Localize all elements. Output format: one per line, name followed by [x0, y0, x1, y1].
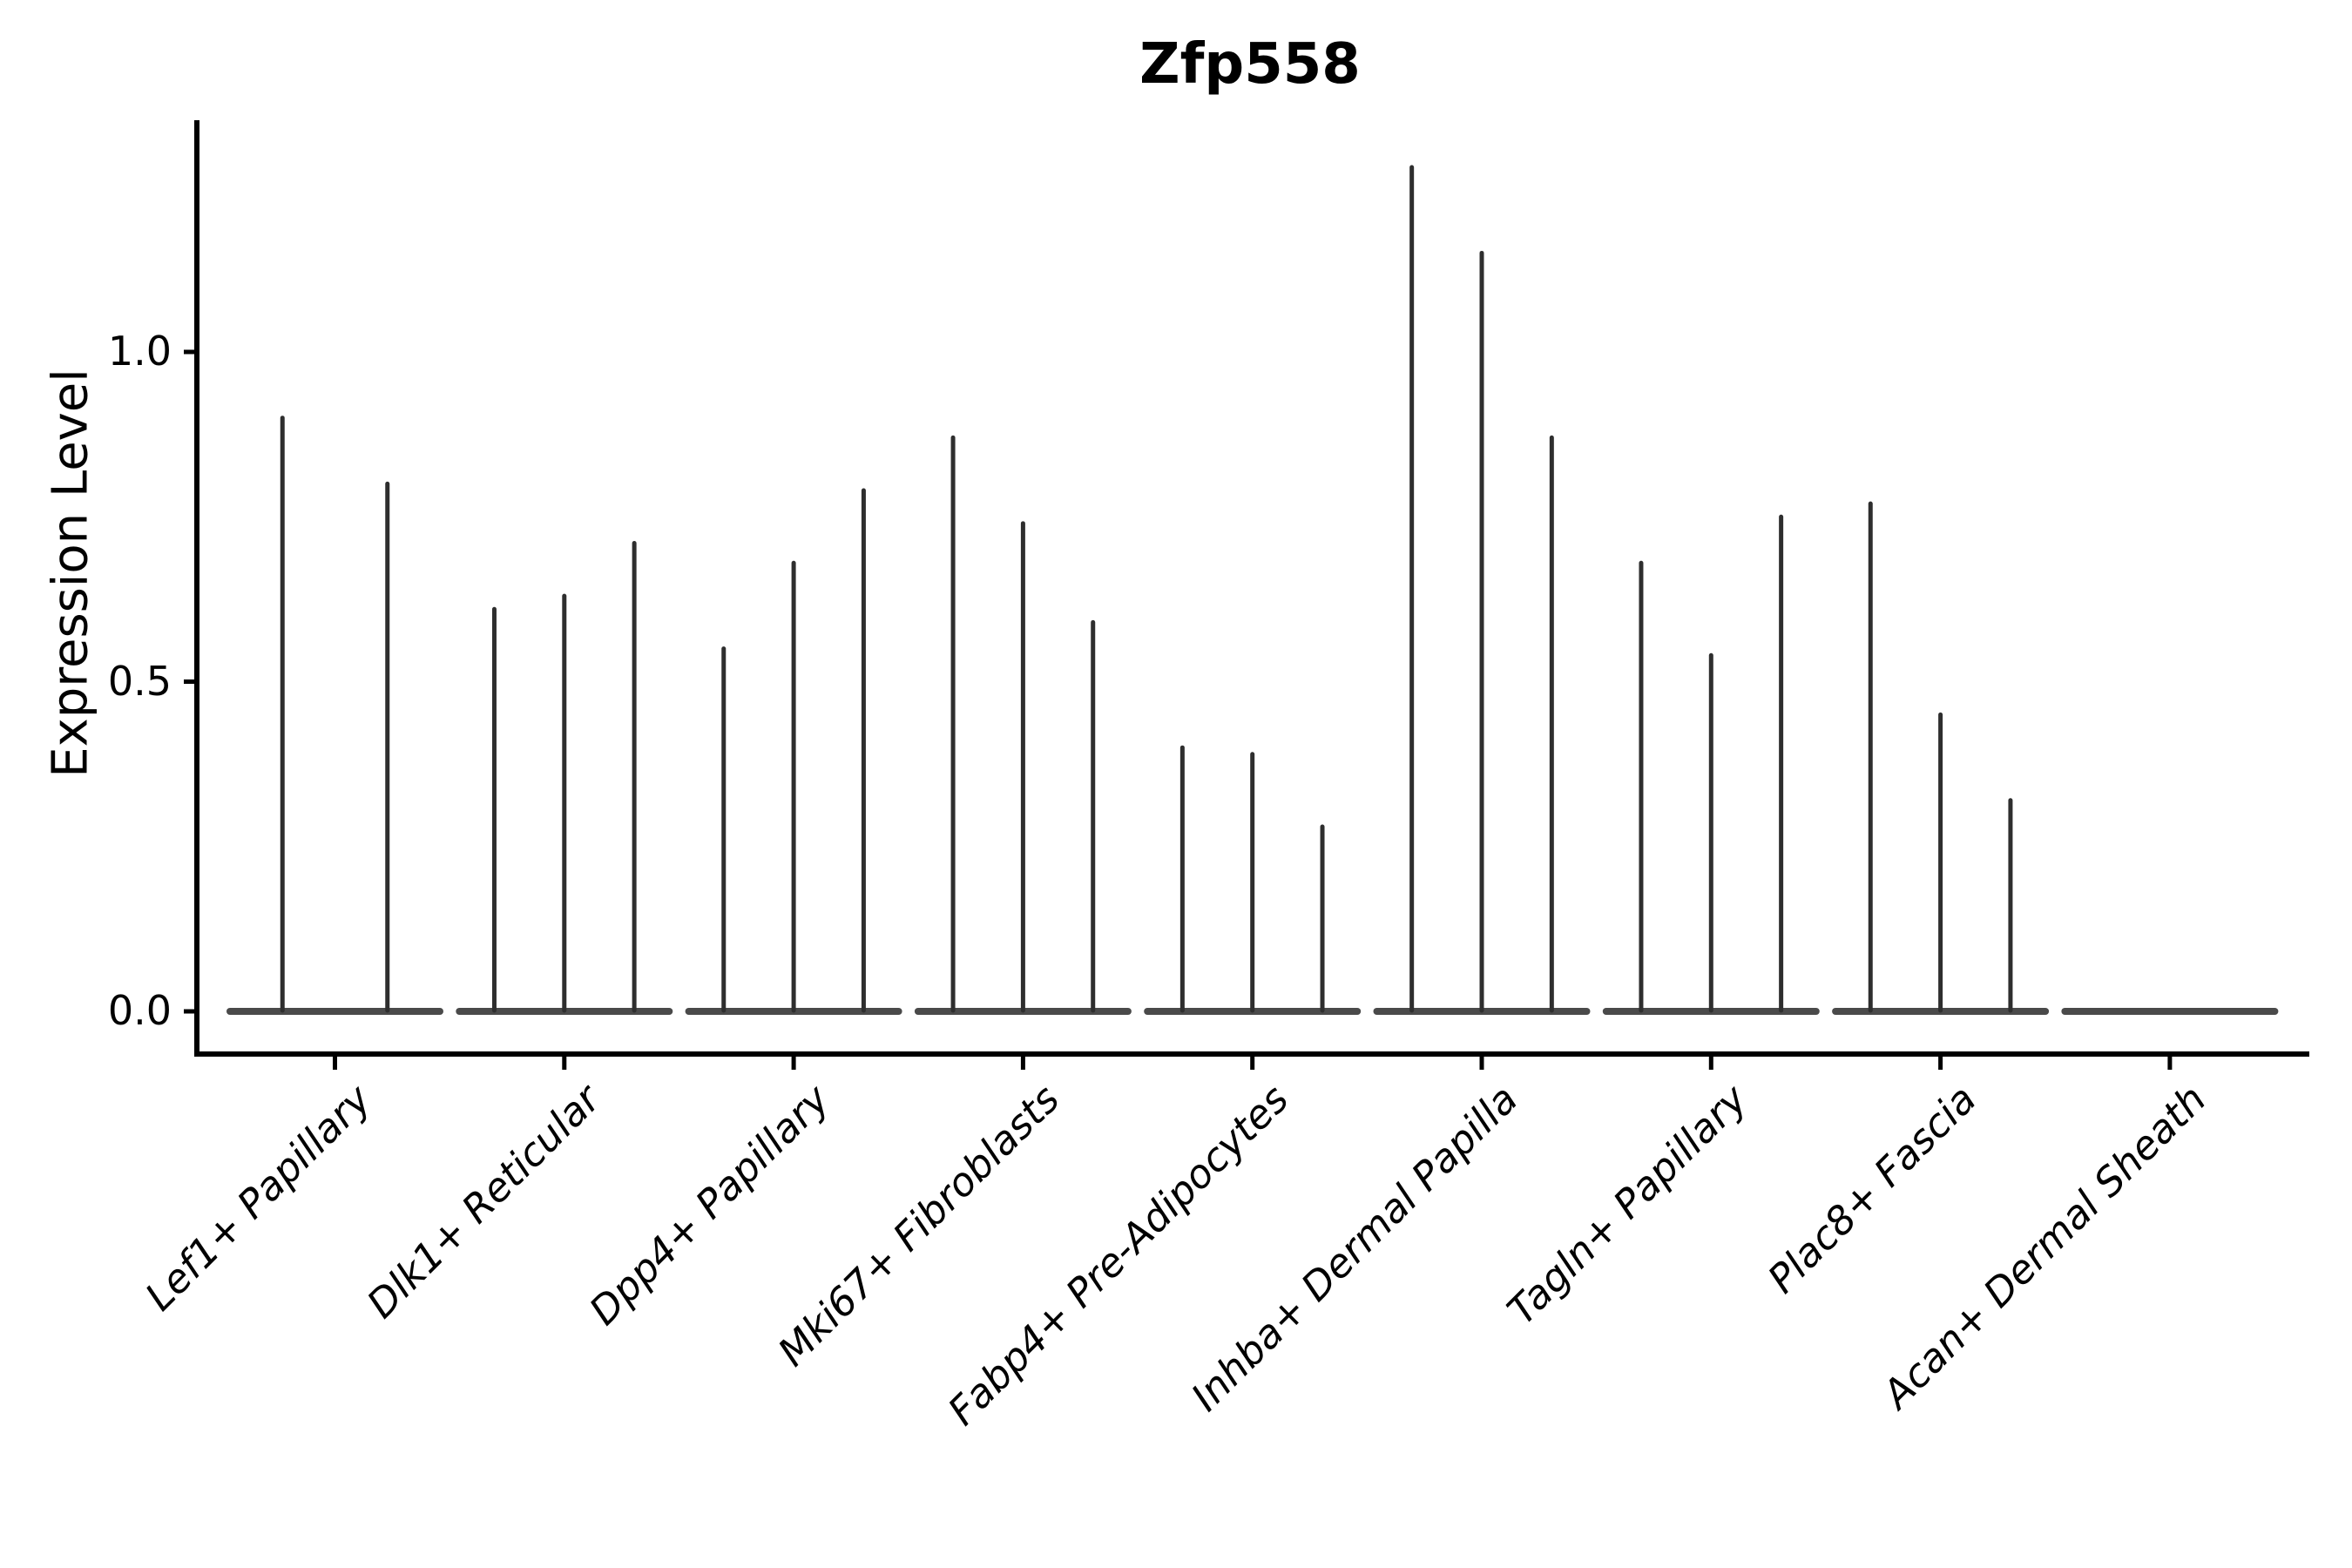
- y-tick-label: 1.0: [107, 327, 172, 375]
- y-axis-label: Expression Level: [42, 368, 99, 778]
- y-tick-label: 0.0: [107, 986, 172, 1034]
- y-tick-label: 0.5: [107, 657, 172, 705]
- chart-title: Zfp558: [1139, 32, 1361, 97]
